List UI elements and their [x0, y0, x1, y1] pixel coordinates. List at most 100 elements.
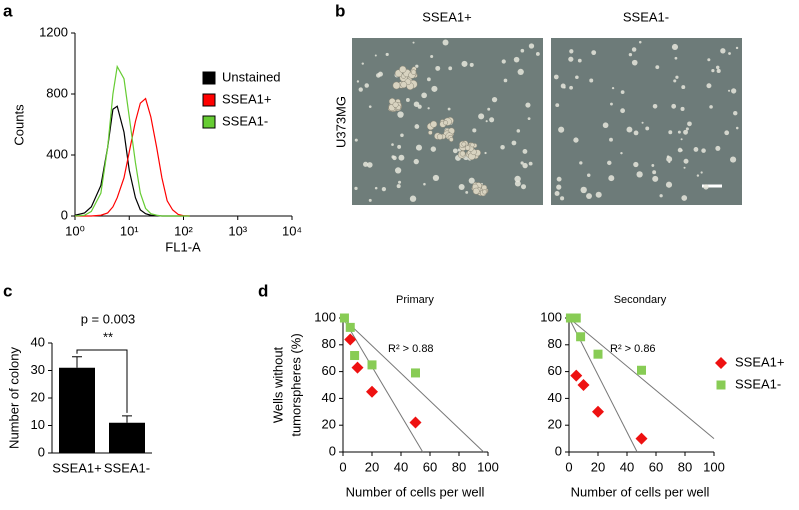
cell	[432, 174, 440, 182]
y-tick-label: 0	[555, 443, 562, 458]
cell	[731, 88, 737, 94]
y-tick-label: 20	[31, 389, 45, 404]
point	[637, 365, 646, 375]
cell	[469, 62, 474, 67]
image-title: SSEA1-	[623, 9, 669, 24]
cell	[514, 180, 521, 187]
cell	[452, 148, 458, 154]
legend-label: SSEA1+	[735, 354, 785, 369]
cell	[484, 151, 487, 155]
cluster-cell	[461, 141, 467, 147]
x-tick-label: 10⁴	[282, 223, 302, 238]
cell	[430, 55, 434, 59]
cluster-cell	[472, 187, 480, 195]
x-tick-label: 40	[394, 459, 408, 474]
image-title: SSEA1+	[422, 9, 472, 24]
x-axis-label: Number of cells per well	[346, 484, 485, 499]
cluster-cell	[410, 69, 417, 75]
point	[411, 368, 420, 378]
panel-letter: c	[3, 281, 12, 300]
cell	[391, 155, 395, 159]
x-tick-label: 100	[477, 459, 499, 474]
cell	[415, 64, 419, 68]
cluster-cell	[392, 81, 401, 90]
cell	[405, 98, 410, 102]
point	[593, 349, 603, 359]
legend-swatch	[202, 93, 216, 107]
y-tick-label: 80	[548, 336, 562, 351]
cell	[426, 77, 431, 82]
cell	[668, 130, 673, 135]
cell	[675, 75, 679, 79]
cell	[579, 161, 583, 165]
cell	[735, 46, 739, 50]
point	[351, 361, 364, 374]
cell	[727, 89, 731, 92]
cell	[491, 96, 498, 103]
series-line	[74, 105, 190, 217]
cell	[577, 58, 582, 63]
point	[366, 385, 378, 398]
cell	[631, 59, 638, 66]
cell	[427, 107, 430, 110]
fit-line	[342, 317, 424, 453]
cell	[735, 126, 739, 130]
y-tick-label: 60	[322, 363, 336, 378]
cell	[520, 161, 524, 165]
cluster-cell	[392, 101, 399, 108]
cell	[381, 187, 387, 192]
cell	[575, 75, 579, 80]
y-tick-label: 0	[329, 443, 336, 458]
cell	[397, 111, 404, 118]
cell	[560, 83, 566, 89]
error-bar	[72, 356, 82, 368]
cell	[413, 158, 419, 165]
cell	[409, 195, 417, 202]
cell	[693, 147, 699, 152]
cell	[683, 158, 689, 164]
y-tick-label: 20	[322, 417, 336, 432]
cell	[580, 186, 587, 194]
cell	[703, 184, 709, 190]
cell	[391, 143, 394, 146]
y-tick-label: 10	[31, 417, 45, 432]
cluster-cell	[481, 184, 488, 191]
cell	[636, 171, 643, 178]
cell	[730, 156, 737, 163]
y-axis-label: tumorspheres (%)	[288, 333, 303, 436]
cell	[558, 126, 565, 133]
cell	[468, 177, 475, 184]
cell	[681, 195, 688, 201]
x-tick-label: 10³	[228, 223, 247, 238]
error-bar	[122, 415, 132, 423]
cell	[659, 194, 663, 198]
cell	[569, 49, 574, 54]
cell	[396, 184, 401, 189]
cell	[673, 79, 677, 83]
x-tick-label: 20	[365, 459, 379, 474]
cell	[431, 85, 438, 92]
cell	[652, 175, 659, 182]
cell	[569, 85, 573, 90]
y-axis-label: Wells without	[270, 346, 285, 423]
point	[345, 322, 355, 332]
cell	[511, 140, 517, 146]
cell	[651, 164, 655, 167]
annotation: R² > 0.86	[610, 343, 656, 355]
cell	[628, 52, 633, 57]
cell	[610, 102, 613, 106]
cell	[487, 107, 491, 111]
x-tick-label: 80	[678, 459, 692, 474]
micrographs	[352, 38, 742, 205]
annotation: R² > 0.88	[388, 343, 434, 355]
y-tick-label: 800	[46, 85, 68, 100]
cell	[553, 74, 559, 80]
cell	[655, 65, 660, 70]
cell	[595, 191, 602, 198]
cell	[568, 56, 574, 62]
chart-title: Primary	[396, 294, 434, 306]
legend-swatch	[202, 115, 216, 129]
cell	[620, 151, 623, 155]
cell	[707, 58, 711, 62]
